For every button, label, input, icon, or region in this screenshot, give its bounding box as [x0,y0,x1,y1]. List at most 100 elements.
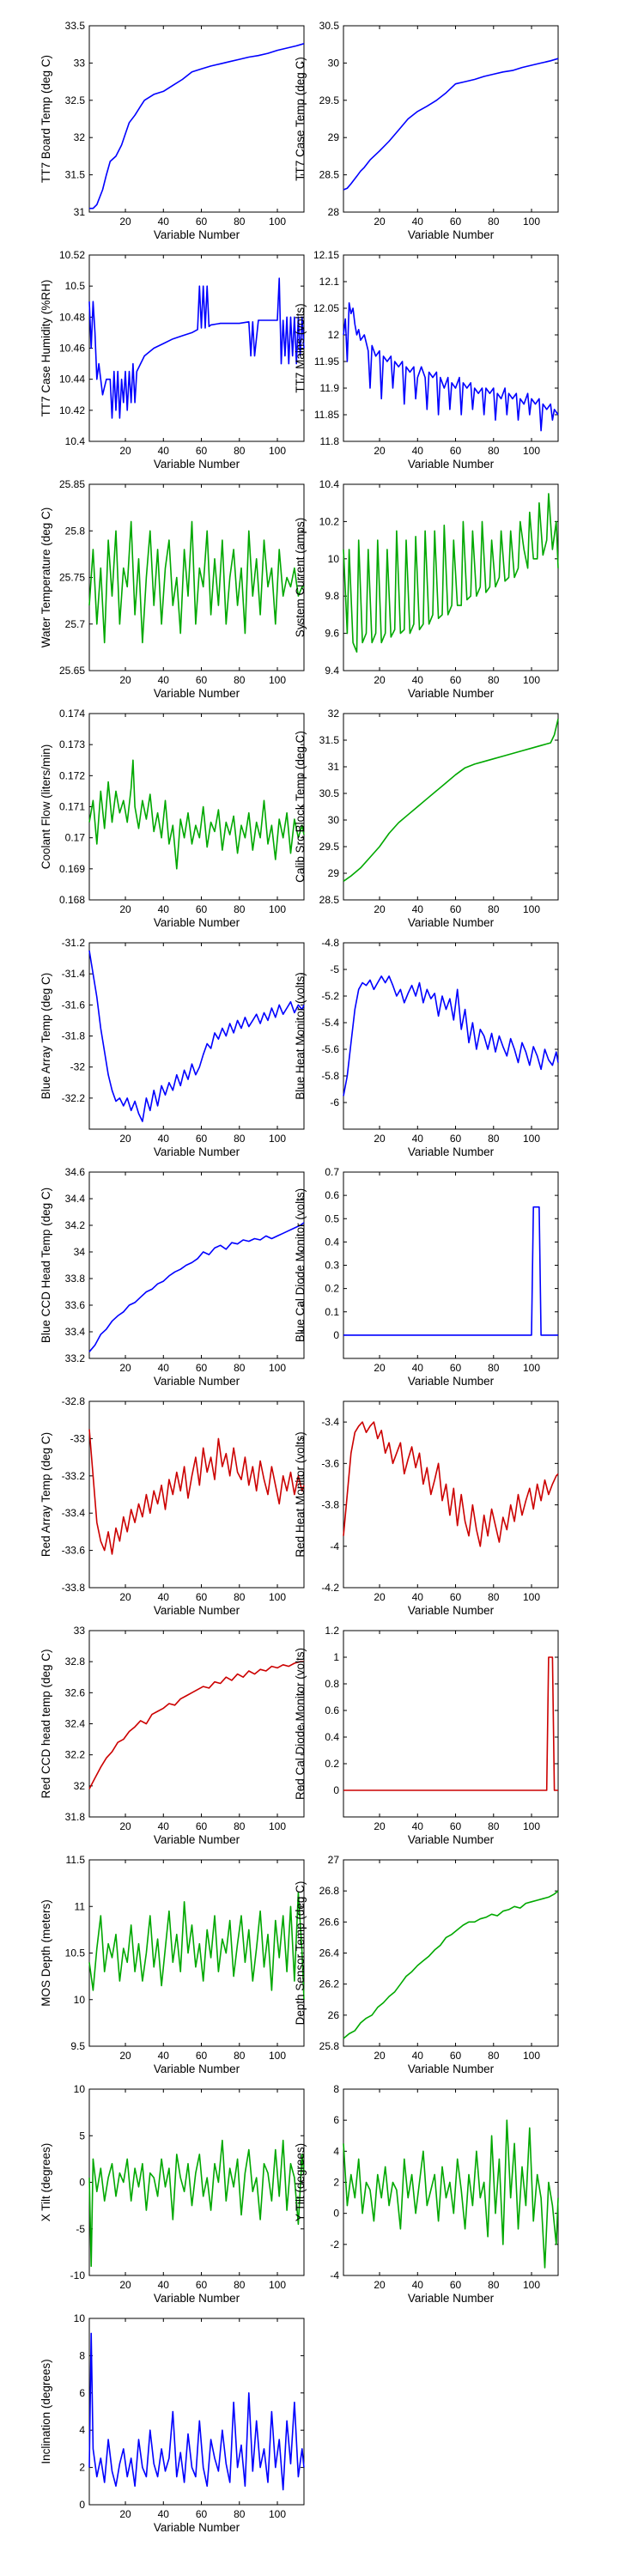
y-tick-label: 0.5 [325,1212,339,1224]
axes-frame [88,1859,305,2047]
y-axis-label: Blue Array Temp (deg C) [39,973,52,1100]
x-tick-label: 100 [523,2050,540,2062]
y-tick-label: 2 [79,2462,85,2474]
x-tick-label: 80 [234,2508,246,2520]
x-axis-label: Variable Number [154,2063,240,2075]
series-line [343,975,559,1097]
x-axis-label: Variable Number [154,1604,240,1617]
x-axis-label: Variable Number [408,1145,495,1158]
x-axis-label: Variable Number [154,2292,240,2305]
x-tick-label: 40 [412,445,424,457]
series-line [88,2139,305,2267]
x-tick-label: 40 [412,1591,424,1603]
x-tick-label: 60 [450,2050,462,2062]
x-tick-label: 40 [158,445,170,457]
x-axis-label: Variable Number [408,687,495,700]
y-tick-label: 10.42 [59,404,85,416]
axes-frame [343,713,559,901]
y-tick-label: 29 [328,131,340,143]
axes-frame [88,2088,305,2276]
y-tick-label: 31.8 [65,1811,86,1823]
x-tick-label: 20 [374,1591,386,1603]
x-tick-label: 100 [523,2279,540,2291]
y-tick-label: 33.4 [65,1326,86,1338]
y-axis-label: Blue Cal Diode Monitor (volts) [294,1188,307,1342]
x-tick-label: 80 [488,445,500,457]
y-tick-label: -33.4 [62,1507,86,1519]
y-tick-label: 10 [74,1994,86,2006]
y-axis-label: Red CCD head temp (deg C) [39,1649,52,1798]
subplot-16: 20 40 60 80 100 0 0.2 0.4 0.6 0.8 1 1.2 Variable Num… [294,1625,559,1846]
subplot-20: 20 40 60 80 100 -4 -2 0 2 4 6 8 Variable Number Y Til… [294,2083,559,2305]
x-tick-label: 40 [158,674,170,686]
axes-frame [343,1400,559,1589]
y-tick-label: -4 [330,2269,339,2281]
x-tick-label: 40 [412,1820,424,1832]
y-tick-label: 2 [333,2177,339,2189]
x-tick-label: 60 [450,1820,462,1832]
x-tick-label: 20 [119,216,131,228]
axes-frame [343,1171,559,1359]
y-tick-label: 30 [328,57,340,69]
x-tick-label: 40 [412,1133,424,1145]
x-tick-label: 20 [119,903,131,915]
y-tick-label: 32 [74,1780,86,1792]
y-axis-label: Calib Src Block Temp (deg C) [294,731,307,883]
y-tick-label: 0.1 [325,1306,339,1318]
x-axis-label: Variable Number [408,1375,495,1388]
y-tick-label: 25.65 [59,665,85,677]
axes-frame [343,942,559,1130]
y-tick-label: 12.15 [313,249,339,261]
y-tick-label: 31.5 [319,734,340,746]
y-axis-label: TT7 Board Temp (deg C) [39,55,52,183]
y-tick-label: 26.2 [319,1978,340,1990]
x-axis-label: Variable Number [154,228,240,241]
y-tick-label: 9.5 [70,2040,85,2052]
x-tick-label: 40 [412,2050,424,2062]
y-axis-label: Y Tilt (degrees) [294,2143,307,2221]
y-tick-label: 0.168 [59,894,85,906]
x-tick-label: 60 [196,216,208,228]
y-tick-label: 12.05 [313,302,339,314]
x-axis-label: Variable Number [408,458,495,471]
y-axis-label: TT7 Case Temp (deg C) [294,57,307,181]
y-axis-label: System Current (amps) [294,518,307,638]
series-line [343,1890,559,2039]
y-tick-label: 10.52 [59,249,85,261]
x-tick-label: 20 [119,445,131,457]
y-axis-label: Red Array Temp (deg C) [39,1432,52,1557]
y-tick-label: -5.8 [321,1070,339,1082]
y-axis-label: X Tilt (degrees) [39,2143,52,2222]
y-tick-label: -31.6 [62,999,86,1011]
y-tick-label: 33 [74,57,86,69]
y-axis-label: Inclination (degrees) [39,2359,52,2464]
y-tick-label: 10.44 [59,374,85,386]
x-axis-label: Variable Number [408,2063,495,2075]
x-tick-label: 80 [488,216,500,228]
subplot-14: 20 40 60 80 100 -4.2 -4 -3.8 -3.6 -3.4 Variable Nu… [294,1400,559,1617]
y-tick-label: 0.172 [59,769,85,781]
y-tick-label: 29.5 [319,94,340,106]
axes-frame [343,254,559,442]
subplot-4: 20 40 60 80 100 11.8 11.85 11.9 11.95 12 12.05 12.1… [294,249,559,471]
x-axis-label: Variable Number [408,1604,495,1617]
y-tick-label: -32.2 [62,1092,86,1104]
x-tick-label: 100 [269,674,286,686]
series-line [343,493,559,653]
y-tick-label: -33 [70,1432,86,1444]
axes-frame [88,1171,305,1359]
x-tick-label: 80 [234,1362,246,1374]
y-tick-label: 10.4 [319,478,340,490]
x-tick-label: 100 [523,1362,540,1374]
y-tick-label: 31.5 [65,169,86,181]
y-tick-label: 8 [333,2083,339,2095]
axes-frame [343,2088,559,2276]
x-tick-label: 20 [374,445,386,457]
x-tick-label: 80 [488,2279,500,2291]
x-tick-label: 100 [269,216,286,228]
x-axis-label: Variable Number [154,916,240,929]
x-tick-label: 80 [488,674,500,686]
subplot-12: 20 40 60 80 100 0 0.1 0.2 0.3 0.4 0.5 0.6 0.7 Variabl… [294,1166,559,1388]
series-line [88,2332,305,2491]
